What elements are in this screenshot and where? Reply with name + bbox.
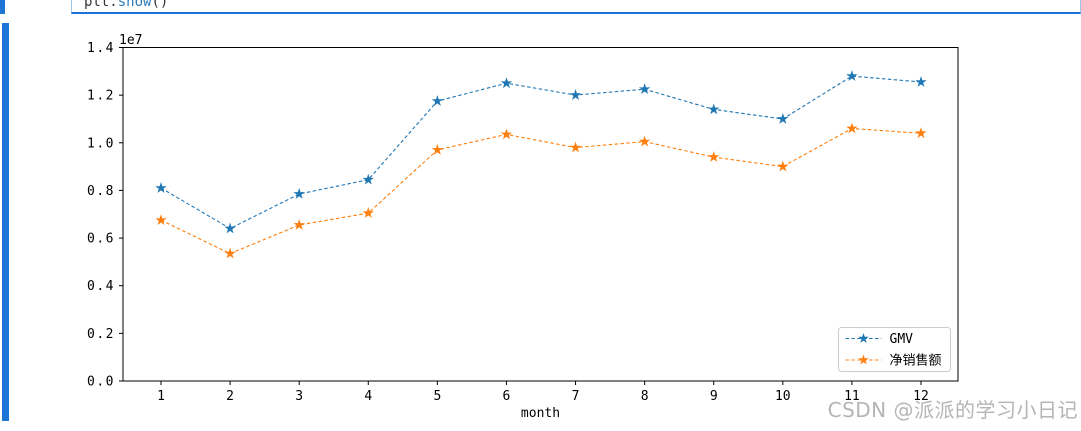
y-tick-label: 0.0	[87, 375, 115, 390]
csdn-watermark: CSDN @派派的学习小日记	[827, 398, 1078, 422]
star-marker	[362, 173, 374, 185]
star-marker	[915, 76, 927, 87]
star-marker	[846, 122, 858, 134]
x-tick-label: 1	[157, 389, 165, 404]
y-axis-ticks: 0.0 0.2 0.4 0.6 0.8 1.0 1.2 1.4 1e7	[87, 33, 142, 390]
legend-label: 净销售额	[890, 353, 942, 369]
star-marker	[500, 128, 513, 140]
code-cell[interactable]: plt.show()	[71, 0, 1081, 14]
star-marker	[431, 143, 444, 155]
star-marker	[708, 151, 720, 162]
x-tick-label: 8	[641, 389, 649, 404]
y-tick-label: 0.8	[87, 184, 115, 199]
x-tick-label: 6	[503, 389, 511, 404]
star-marker	[293, 188, 305, 199]
legend-star-marker	[858, 354, 869, 365]
code-line: plt.show()	[84, 0, 168, 9]
star-marker	[915, 127, 927, 139]
star-marker	[500, 77, 513, 89]
x-axis-label: month	[521, 406, 560, 421]
star-marker	[224, 222, 236, 234]
y-tick-label: 1.4	[87, 41, 115, 56]
legend: GMV 净销售额	[838, 327, 951, 372]
y-tick-label: 1.2	[87, 89, 115, 104]
x-tick-label: 7	[572, 389, 580, 404]
star-marker	[569, 89, 582, 100]
y-axis-offset-text: 1e7	[119, 33, 142, 48]
x-tick-label: 10	[775, 389, 791, 404]
code-token-parens: ()	[151, 0, 169, 10]
y-tick-label: 0.6	[87, 232, 115, 247]
series-line	[160, 75, 922, 230]
left-scrollbar-thumb[interactable]	[2, 23, 9, 421]
legend-star-marker	[858, 333, 869, 343]
x-tick-label: 11	[844, 389, 860, 404]
x-tick-label: 3	[295, 389, 303, 404]
star-marker	[846, 70, 858, 81]
star-marker	[638, 135, 651, 147]
x-tick-label: 2	[226, 389, 234, 404]
y-tick-label: 1.0	[87, 136, 115, 151]
x-tick-label: 9	[710, 389, 718, 404]
star-marker	[155, 214, 167, 226]
series-line	[160, 127, 922, 255]
star-marker	[569, 141, 582, 153]
y-tick-label: 0.2	[87, 327, 115, 342]
star-marker	[155, 182, 167, 193]
x-tick-label: 5	[433, 389, 441, 404]
star-marker	[293, 218, 305, 230]
star-marker	[708, 103, 720, 115]
star-marker	[777, 112, 789, 124]
legend-label: GMV	[890, 332, 914, 347]
star-marker	[431, 95, 444, 106]
star-marker	[777, 160, 789, 172]
star-marker	[638, 83, 651, 95]
series-gmv	[155, 70, 927, 234]
left-scrollbar-top[interactable]	[0, 0, 5, 14]
code-token-method: show	[117, 0, 152, 10]
y-tick-label: 0.4	[87, 279, 115, 294]
code-token-object: plt.	[84, 0, 118, 10]
x-tick-label: 4	[364, 389, 372, 404]
x-tick-label: 12	[913, 389, 929, 404]
star-marker	[362, 207, 374, 218]
axes	[122, 47, 959, 382]
series-net-sales	[155, 122, 927, 259]
star-marker	[224, 247, 236, 259]
